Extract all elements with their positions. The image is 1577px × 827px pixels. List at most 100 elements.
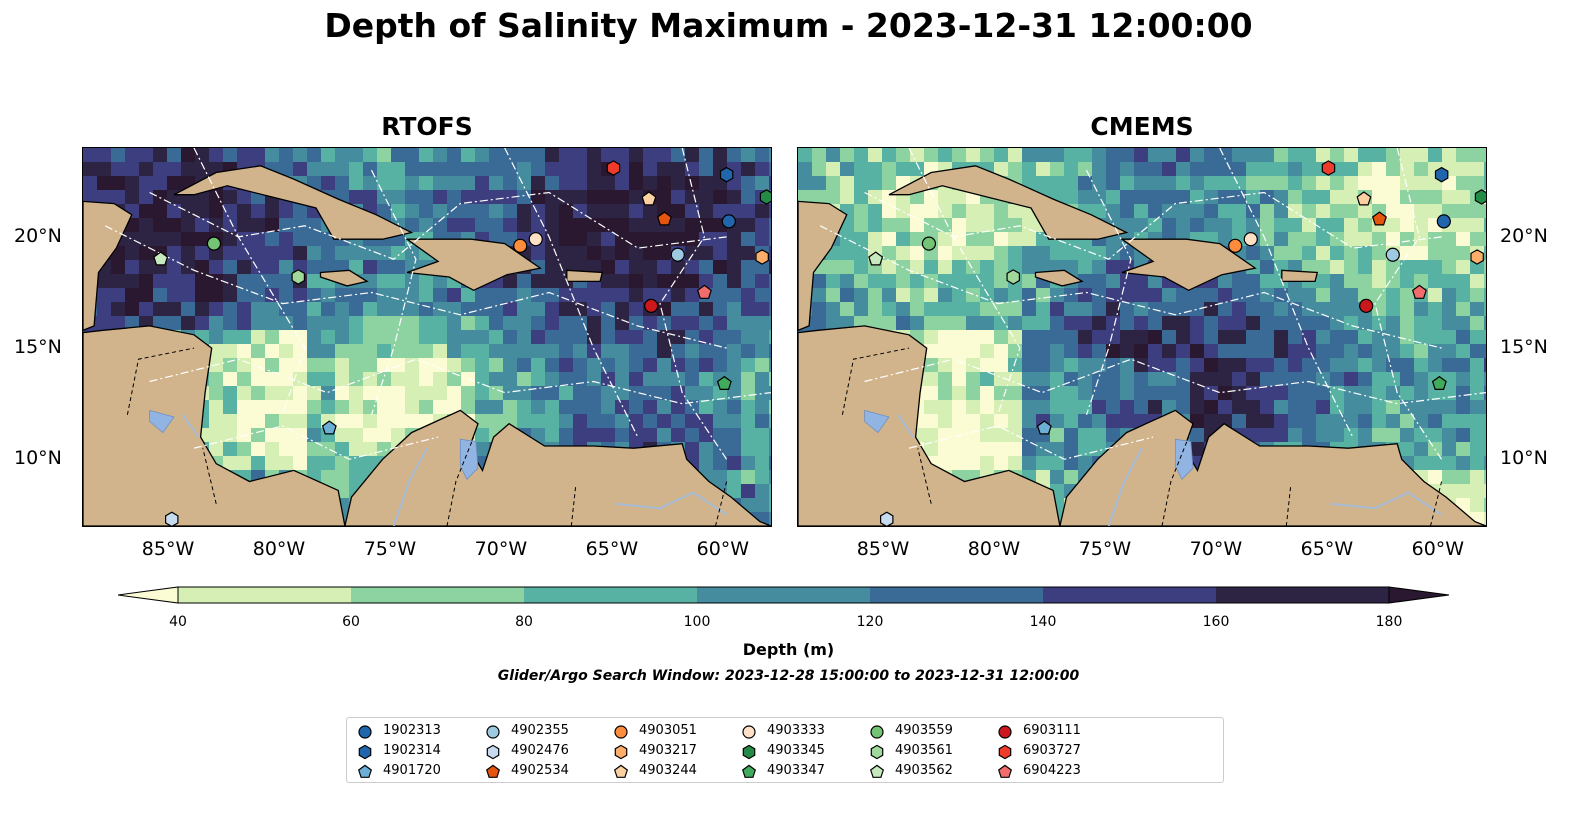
observation-marker — [641, 191, 657, 206]
land-polygon — [1119, 238, 1257, 292]
legend-marker — [870, 744, 884, 760]
eez-boundary-line — [149, 358, 771, 405]
legend-marker — [358, 744, 372, 760]
observation-marker — [755, 249, 769, 265]
lon-tick-label: 65°W — [585, 538, 639, 560]
legend-marker — [869, 764, 885, 778]
observation-marker — [1385, 247, 1400, 262]
river-line — [1107, 447, 1143, 526]
pentagon-marker-icon — [357, 764, 373, 778]
legend-marker — [742, 744, 756, 760]
lake-polygon — [459, 438, 479, 480]
legend-label: 6904223 — [1023, 763, 1081, 778]
observation-marker — [153, 251, 169, 266]
land-polygon — [344, 409, 771, 526]
pentagon-marker-icon — [741, 764, 757, 778]
observation-marker — [1359, 298, 1374, 313]
observation-marker — [1356, 191, 1372, 206]
eez-boundary-line — [819, 225, 1442, 349]
observation-marker — [1371, 211, 1387, 226]
legend-label: 4903333 — [767, 723, 825, 738]
river-line — [897, 414, 915, 438]
observation-marker — [759, 189, 771, 205]
hexagon-marker-icon — [870, 744, 884, 760]
observation-marker — [1436, 214, 1451, 229]
observation-marker — [1321, 160, 1336, 176]
lon-tick-label: 60°W — [1411, 538, 1465, 560]
colorbar-segment — [1216, 587, 1389, 603]
lat-tick-label-left: 15°N — [14, 336, 62, 359]
eez-boundary-line — [193, 148, 306, 415]
colorbar-tick-label: 160 — [1202, 614, 1230, 630]
legend-marker — [485, 764, 501, 778]
search-window-text: Glider/Argo Search Window: 2023-12-28 15… — [497, 668, 1080, 684]
observation-marker — [716, 375, 732, 390]
observation-marker — [670, 247, 685, 262]
legend-marker — [870, 725, 884, 739]
eez-boundary-line — [1374, 148, 1443, 460]
observation-marker — [721, 214, 736, 229]
lon-tick-label: 80°W — [252, 538, 306, 560]
lake-polygon — [1174, 438, 1194, 480]
legend-marker — [486, 744, 500, 760]
eez-boundary-line — [864, 191, 1442, 260]
lake-polygon — [864, 409, 890, 434]
eez-boundary-line — [864, 358, 1486, 405]
lon-tick-label: 85°W — [856, 538, 910, 560]
circle-marker-icon — [870, 725, 884, 739]
border-line — [126, 347, 195, 415]
observation-marker — [1431, 375, 1447, 390]
hexagon-marker-icon — [486, 744, 500, 760]
eez-boundary-line — [370, 169, 417, 415]
colorbar-tick-label: 100 — [683, 614, 711, 630]
observation-marker — [1470, 249, 1484, 265]
colorbar-tick-label: 120 — [856, 614, 884, 630]
circle-marker-icon — [742, 725, 756, 739]
lat-tick-label-right: 10°N — [1500, 447, 1548, 470]
eez-boundary-line — [659, 148, 728, 460]
legend: 1902313 1902314 4901720 4902355 4902476 49025… — [346, 717, 1224, 783]
river-line — [615, 491, 728, 516]
land-polygon — [566, 269, 604, 283]
eez-boundary-line — [1219, 148, 1354, 438]
legend-label: 4903562 — [895, 763, 953, 778]
lon-tick-label: 70°W — [1189, 538, 1243, 560]
legend-label: 4903347 — [767, 763, 825, 778]
land-polygon — [1059, 409, 1486, 526]
colorbar-segment — [524, 587, 697, 603]
eez-boundary-line — [908, 425, 1154, 460]
lon-tick-label: 80°W — [967, 538, 1021, 560]
colorbar-tick-label: 80 — [515, 614, 533, 630]
map-panel-cmems — [797, 147, 1487, 527]
lake-polygon — [149, 409, 175, 434]
hexagon-marker-icon — [998, 744, 1012, 760]
observation-marker — [528, 232, 543, 247]
observation-marker — [1243, 232, 1258, 247]
legend-marker — [357, 764, 373, 778]
observation-marker — [921, 236, 937, 251]
lat-tick-label-left: 10°N — [14, 447, 62, 470]
lon-tick-label: 65°W — [1300, 538, 1354, 560]
colorbar-tick-label: 60 — [342, 614, 360, 630]
land-polygon — [798, 325, 1061, 526]
observation-marker — [696, 284, 712, 299]
legend-marker — [486, 725, 500, 739]
observation-marker — [1474, 189, 1486, 205]
eez-boundary-line — [149, 191, 727, 260]
legend-label: 4902476 — [511, 743, 569, 758]
legend-label: 1902314 — [383, 743, 441, 758]
river-line — [1330, 491, 1443, 516]
observation-marker — [879, 511, 894, 526]
observation-marker — [868, 251, 884, 266]
lat-tick-label-left: 20°N — [14, 224, 62, 247]
hexagon-marker-icon — [358, 744, 372, 760]
colorbar-segment — [178, 587, 351, 603]
pentagon-marker-icon — [869, 764, 885, 778]
colorbar-tick-label: 40 — [169, 614, 187, 630]
observation-marker — [1036, 420, 1052, 435]
legend-label: 4902534 — [511, 763, 569, 778]
eez-boundary-line — [193, 425, 439, 460]
lon-tick-label: 85°W — [141, 538, 195, 560]
legend-label: 4902355 — [511, 723, 569, 738]
legend-label: 4901720 — [383, 763, 441, 778]
